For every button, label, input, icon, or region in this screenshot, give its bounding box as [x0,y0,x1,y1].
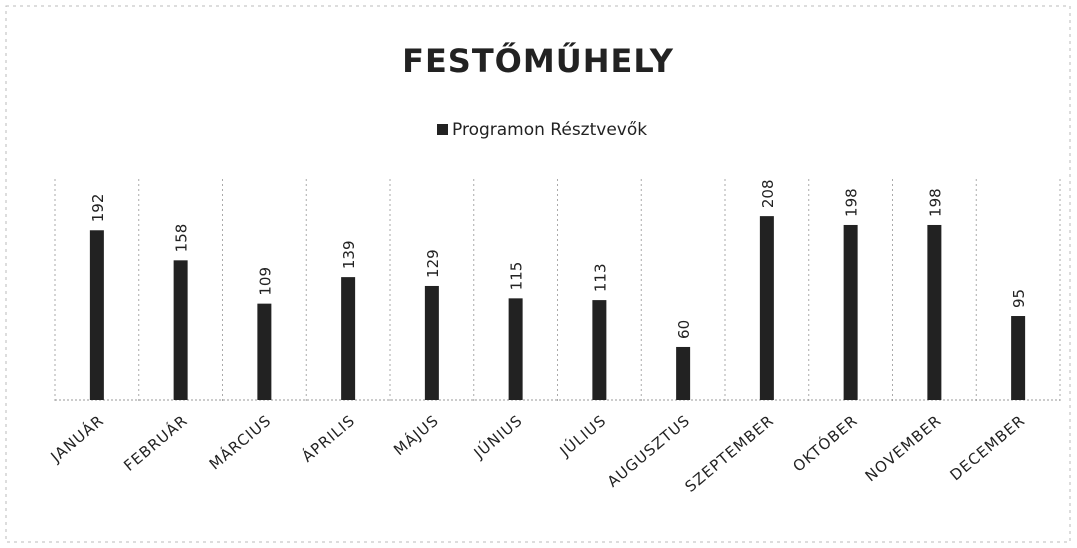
data-label: 113 [591,263,609,292]
x-tick-label: FEBRUÁR [120,411,192,475]
bar [927,224,942,400]
data-label: 208 [759,179,777,208]
data-label: 95 [1010,289,1028,308]
data-label: 115 [508,262,526,291]
bar [1011,316,1026,400]
x-tick-label: JÚLIUS [555,411,610,461]
data-label: 198 [843,188,861,217]
x-tick-label: ÁPRILIS [298,411,359,466]
bar [759,216,774,400]
x-tick-label: JÚNIUS [469,411,526,463]
x-tick-label: JANUÁR [46,411,107,467]
x-tick-label: AUGUSZTUS [604,411,694,491]
legend-swatch [437,124,448,135]
data-label: 129 [424,249,442,278]
data-label: 109 [256,267,274,296]
bar [592,300,607,400]
bar [424,285,439,400]
x-tick-label: NOVEMBER [862,411,945,485]
data-label: 198 [926,188,944,217]
data-label: 139 [340,240,358,269]
bar [508,298,523,400]
x-tick-label: MÁRCIUS [205,411,275,474]
x-tick-label: MÁJUS [390,411,443,460]
bar [341,277,356,400]
x-tick-label: DECEMBER [947,411,1029,484]
data-label: 192 [89,194,107,223]
x-tick-label: OKTÓBER [789,411,861,476]
chart-title: FESTŐMŰHELY [402,41,674,80]
data-label: 158 [173,224,191,253]
legend-label: Programon Résztvevők [452,120,647,140]
chart-border [5,5,1071,543]
bar [173,260,188,400]
bar [676,346,691,400]
bar [843,224,858,400]
bar [89,230,104,400]
x-tick-label: SZEPTEMBER [682,411,778,496]
bar [257,303,272,400]
data-label: 60 [675,320,693,339]
